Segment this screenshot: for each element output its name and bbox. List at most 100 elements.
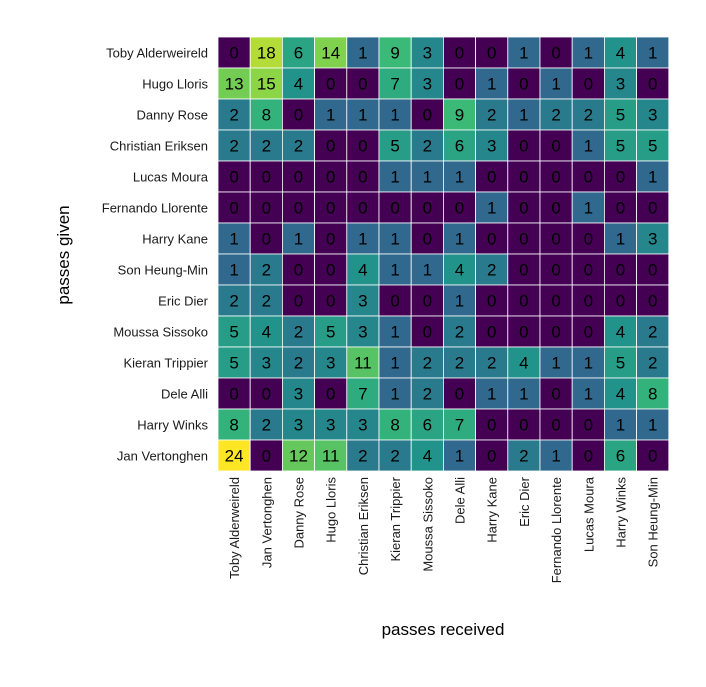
heatmap-cell (314, 129, 348, 162)
heatmap-cell-value: 1 (423, 168, 432, 187)
heatmap-cell (507, 346, 541, 379)
heatmap-cell-value: 0 (455, 385, 464, 404)
heatmap-cell (442, 191, 476, 224)
heatmap-cell-value: 0 (455, 75, 464, 94)
heatmap-cell-value: 0 (519, 323, 528, 342)
heatmap-cell-value: 0 (487, 447, 496, 466)
heatmap-cell-value: 6 (455, 137, 464, 156)
heatmap-cell-value: 1 (584, 137, 593, 156)
heatmap-cell-value: 9 (390, 44, 399, 63)
heatmap-cell-value: 0 (423, 230, 432, 249)
heatmap-cell-value: 8 (262, 106, 271, 125)
heatmap-cell-value: 2 (648, 323, 657, 342)
heatmap-cell-value: 9 (455, 106, 464, 125)
heatmap-cell-value: 5 (648, 137, 657, 156)
heatmap-cell (442, 408, 476, 441)
heatmap-cell (442, 160, 476, 193)
x-tick-label: Lucas Moura (581, 476, 596, 552)
heatmap-cell (410, 253, 444, 286)
heatmap-cell (217, 222, 251, 255)
heatmap-cell (636, 439, 670, 472)
heatmap-cell (346, 439, 380, 472)
heatmap-cell-value: 4 (616, 44, 625, 63)
heatmap-cell (636, 191, 670, 224)
heatmap-cell-value: 2 (423, 137, 432, 156)
heatmap-cell (571, 191, 605, 224)
heatmap-cell-value: 3 (358, 416, 367, 435)
y-tick-label: Dele Alli (161, 387, 208, 402)
heatmap-cell-value: 1 (390, 385, 399, 404)
heatmap-cell-value: 0 (519, 416, 528, 435)
heatmap-cell-value: 4 (519, 354, 528, 373)
heatmap-cell (442, 439, 476, 472)
heatmap-cell (410, 284, 444, 317)
heatmap-cell (217, 98, 251, 131)
x-tick-label: Dele Alli (453, 477, 468, 524)
heatmap-cell-value: 0 (423, 106, 432, 125)
heatmap-cell-value: 2 (229, 137, 238, 156)
heatmap-cell-value: 24 (225, 447, 244, 466)
heatmap-cell-value: 1 (390, 106, 399, 125)
heatmap-cell-value: 0 (519, 168, 528, 187)
heatmap-cell (410, 67, 444, 100)
heatmap-cell-value: 4 (616, 323, 625, 342)
heatmap-cell-labels: 0 18 6 14 1 9 3 0 0 1 0 1 4 113 15 4 0 0 7 3 0 1 0 1 0 3 02 8 0 1 1 1 0 9… (225, 44, 658, 466)
heatmap-cell (217, 36, 251, 69)
heatmap-cell (507, 408, 541, 441)
heatmap-cell-value: 8 (390, 416, 399, 435)
heatmap-cell (378, 36, 412, 69)
heatmap-cell-value: 0 (326, 261, 335, 280)
heatmap-cell-value: 2 (262, 292, 271, 311)
heatmap-cell-value: 0 (229, 385, 238, 404)
heatmap-cell-value: 5 (229, 323, 238, 342)
heatmap-cell (346, 253, 380, 286)
heatmap-cell (571, 315, 605, 348)
heatmap-cell-value: 6 (294, 44, 303, 63)
y-tick-label: Kieran Trippier (123, 356, 208, 371)
heatmap-cell (636, 408, 670, 441)
heatmap-cell-value: 3 (358, 292, 367, 311)
heatmap-cell-value: 4 (616, 385, 625, 404)
heatmap-cell (249, 377, 283, 410)
heatmap-cell-value: 0 (616, 292, 625, 311)
heatmap-cell-value: 3 (358, 323, 367, 342)
heatmap-cell-value: 8 (229, 416, 238, 435)
heatmap-cell-value: 1 (551, 354, 560, 373)
heatmap-cell-value: 0 (294, 106, 303, 125)
heatmap-cell-value: 0 (616, 168, 625, 187)
heatmap-cell-value: 1 (423, 261, 432, 280)
heatmap-cell-value: 3 (648, 106, 657, 125)
heatmap-cell (475, 284, 509, 317)
heatmap-cell-value: 1 (390, 354, 399, 373)
x-tick-label: Hugo Lloris (324, 477, 339, 543)
heatmap-cell (410, 439, 444, 472)
heatmap-cell-value: 0 (423, 292, 432, 311)
heatmap-cell (378, 284, 412, 317)
heatmap-cell-value: 0 (551, 385, 560, 404)
heatmap-cell-value: 0 (519, 75, 528, 94)
heatmap-cell (346, 408, 380, 441)
heatmap-cell (314, 284, 348, 317)
heatmap-cell-value: 1 (229, 230, 238, 249)
heatmap-cell (442, 67, 476, 100)
heatmap-cell-value: 2 (487, 354, 496, 373)
heatmap-cell (346, 315, 380, 348)
heatmap-cell (442, 346, 476, 379)
heatmap-cell (442, 36, 476, 69)
heatmap-cell (604, 222, 638, 255)
heatmap-cell-value: 2 (229, 106, 238, 125)
heatmap-cell-value: 0 (262, 385, 271, 404)
heatmap-cell-value: 1 (390, 168, 399, 187)
heatmap-cell-value: 6 (423, 416, 432, 435)
heatmap-cell-value: 0 (584, 447, 593, 466)
y-tick-label: Harry Kane (142, 232, 208, 247)
heatmap-cell-value: 4 (294, 75, 303, 94)
heatmap-cell-value: 11 (354, 354, 372, 373)
heatmap-cell-value: 5 (326, 323, 335, 342)
heatmap-cell (281, 222, 315, 255)
x-tick-label: Fernando Llorente (549, 477, 564, 583)
x-axis-tick-labels: Toby Alderweireld Jan Vertonghen Danny Ros… (227, 476, 661, 583)
heatmap-cell (571, 98, 605, 131)
heatmap-cell (539, 191, 573, 224)
heatmap-cell (636, 98, 670, 131)
